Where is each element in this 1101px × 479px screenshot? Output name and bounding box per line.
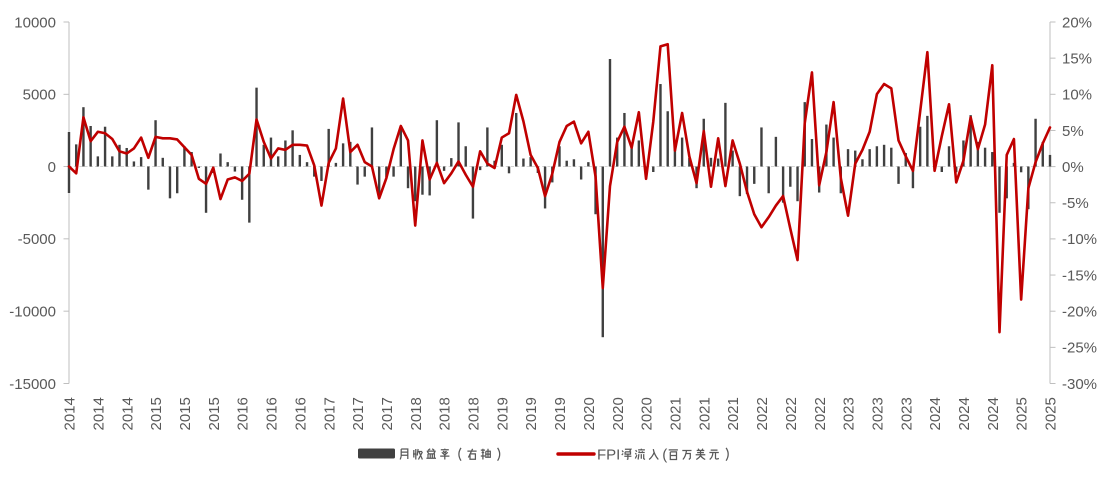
- svg-text:5%: 5%: [1062, 123, 1084, 140]
- svg-text:-5000: -5000: [18, 231, 56, 248]
- svg-text:2016: 2016: [264, 397, 281, 430]
- svg-text:2017: 2017: [379, 397, 396, 430]
- svg-text:2017: 2017: [350, 397, 367, 430]
- svg-text:2025: 2025: [1043, 397, 1060, 430]
- svg-text:2015: 2015: [206, 397, 223, 430]
- svg-text:-10000: -10000: [9, 303, 56, 320]
- svg-text:20%: 20%: [1062, 14, 1092, 31]
- svg-text:-30%: -30%: [1062, 376, 1097, 393]
- svg-text:2025: 2025: [1014, 397, 1031, 430]
- svg-text:2022: 2022: [754, 397, 771, 430]
- svg-text:2023: 2023: [898, 397, 915, 430]
- svg-text:2018: 2018: [437, 397, 454, 430]
- svg-text:-25%: -25%: [1062, 340, 1097, 357]
- svg-text:2020: 2020: [610, 397, 627, 430]
- svg-text:5000: 5000: [23, 87, 56, 104]
- svg-text:2019: 2019: [494, 397, 511, 430]
- svg-text:2019: 2019: [523, 397, 540, 430]
- svg-text:0: 0: [48, 159, 56, 176]
- svg-text:2014: 2014: [119, 397, 136, 430]
- svg-text:2023: 2023: [841, 397, 858, 430]
- svg-text:2024: 2024: [956, 397, 973, 430]
- svg-text:2024: 2024: [927, 397, 944, 430]
- svg-text:2015: 2015: [148, 397, 165, 430]
- svg-text:10000: 10000: [14, 14, 56, 31]
- svg-text:-15000: -15000: [9, 376, 56, 393]
- svg-text:2017: 2017: [321, 397, 338, 430]
- svg-text:-10%: -10%: [1062, 231, 1097, 248]
- svg-text:2014: 2014: [62, 397, 79, 430]
- svg-text:2014: 2014: [90, 397, 107, 430]
- svg-text:2021: 2021: [668, 397, 685, 430]
- svg-text:(: (: [662, 447, 667, 464]
- svg-text:2022: 2022: [783, 397, 800, 430]
- svg-text:2018: 2018: [408, 397, 425, 430]
- svg-text:2018: 2018: [466, 397, 483, 430]
- svg-text:15%: 15%: [1062, 50, 1092, 67]
- svg-text:2022: 2022: [812, 397, 829, 430]
- svg-text:2019: 2019: [552, 397, 569, 430]
- svg-text:2021: 2021: [696, 397, 713, 430]
- svg-text:2021: 2021: [725, 397, 742, 430]
- svg-text:2023: 2023: [869, 397, 886, 430]
- svg-text:2020: 2020: [639, 397, 656, 430]
- svg-text:2020: 2020: [581, 397, 598, 430]
- svg-text:10%: 10%: [1062, 87, 1092, 104]
- svg-text:-15%: -15%: [1062, 267, 1097, 284]
- svg-text:2016: 2016: [235, 397, 252, 430]
- svg-text:-20%: -20%: [1062, 304, 1097, 321]
- svg-text:2024: 2024: [985, 397, 1002, 430]
- svg-text:-5%: -5%: [1062, 195, 1089, 212]
- svg-text:2016: 2016: [292, 397, 309, 430]
- svg-text:2015: 2015: [177, 397, 194, 430]
- svg-text:FPI: FPI: [597, 447, 620, 464]
- svg-text:0%: 0%: [1062, 159, 1084, 176]
